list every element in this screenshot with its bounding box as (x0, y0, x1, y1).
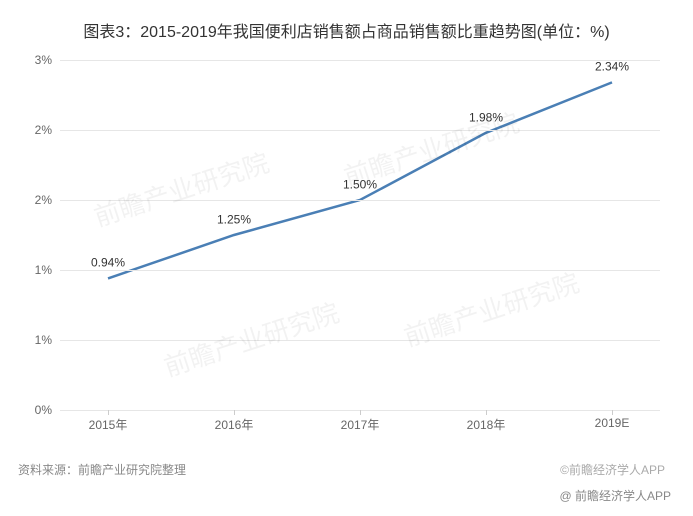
x-tick (108, 410, 109, 415)
x-tick-label: 2015年 (89, 416, 128, 433)
gridline (60, 130, 660, 131)
y-tick-label: 1% (12, 263, 52, 277)
x-tick-label: 2017年 (341, 416, 380, 433)
gridline (60, 200, 660, 201)
source-text: 资料来源：前瞻产业研究院整理 (18, 461, 186, 478)
watermark-bottom: @ 前瞻经济学人APP (559, 487, 671, 504)
y-tick-label: 2% (12, 193, 52, 207)
data-label: 1.25% (217, 213, 251, 227)
gridline (60, 340, 660, 341)
data-label: 2.34% (595, 60, 629, 74)
y-tick-label: 1% (12, 333, 52, 347)
data-label: 1.98% (469, 110, 503, 124)
x-tick (486, 410, 487, 415)
x-tick (234, 410, 235, 415)
data-label: 0.94% (91, 256, 125, 270)
x-tick (612, 410, 613, 415)
line-series (60, 60, 660, 410)
x-tick-label: 2018年 (467, 416, 506, 433)
y-tick-label: 3% (12, 53, 52, 67)
gridline (60, 60, 660, 61)
chart-plot: 0%1%1%2%2%3%2015年2016年2017年2018年2019E0.9… (60, 60, 660, 410)
x-tick-label: 2019E (595, 416, 630, 430)
x-tick-label: 2016年 (215, 416, 254, 433)
chart-title: 图表3：2015-2019年我国便利店销售额占商品销售额比重趋势图(单位：%) (0, 0, 693, 54)
y-tick-label: 0% (12, 403, 52, 417)
gridline (60, 270, 660, 271)
watermark-inline: ©前瞻经济学人APP (560, 461, 665, 478)
x-tick (360, 410, 361, 415)
data-label: 1.50% (343, 178, 377, 192)
y-tick-label: 2% (12, 123, 52, 137)
chart-area: 0%1%1%2%2%3%2015年2016年2017年2018年2019E0.9… (60, 60, 660, 440)
